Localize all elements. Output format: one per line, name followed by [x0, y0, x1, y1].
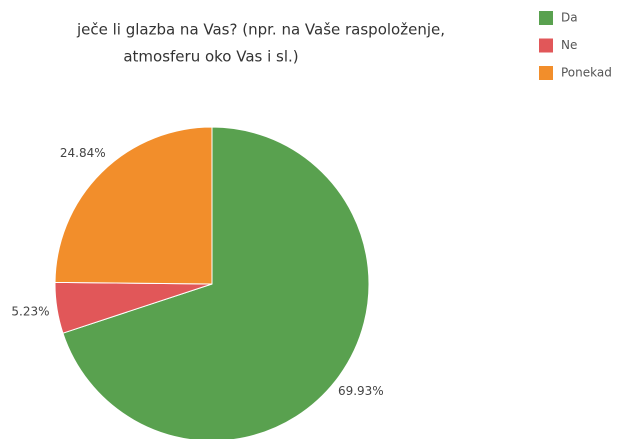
pie-slice	[54, 126, 213, 285]
pie-slice	[62, 126, 370, 439]
legend-label: Ponekad	[561, 66, 612, 80]
legend-swatch	[539, 66, 553, 80]
legend-label: Da	[561, 11, 578, 25]
legend-label: Ne	[561, 38, 577, 52]
legend-swatch	[539, 11, 553, 25]
chart-title: ječe li glazba na Vas? (npr. na Vaše ras…	[76, 21, 445, 39]
data-label: 24.84%	[60, 146, 106, 160]
data-label: 69.93%	[338, 384, 384, 398]
data-label: 5.23%	[11, 305, 49, 319]
legend-swatch	[539, 38, 553, 53]
chart-title: atmosferu oko Vas i sl.)	[123, 48, 298, 66]
